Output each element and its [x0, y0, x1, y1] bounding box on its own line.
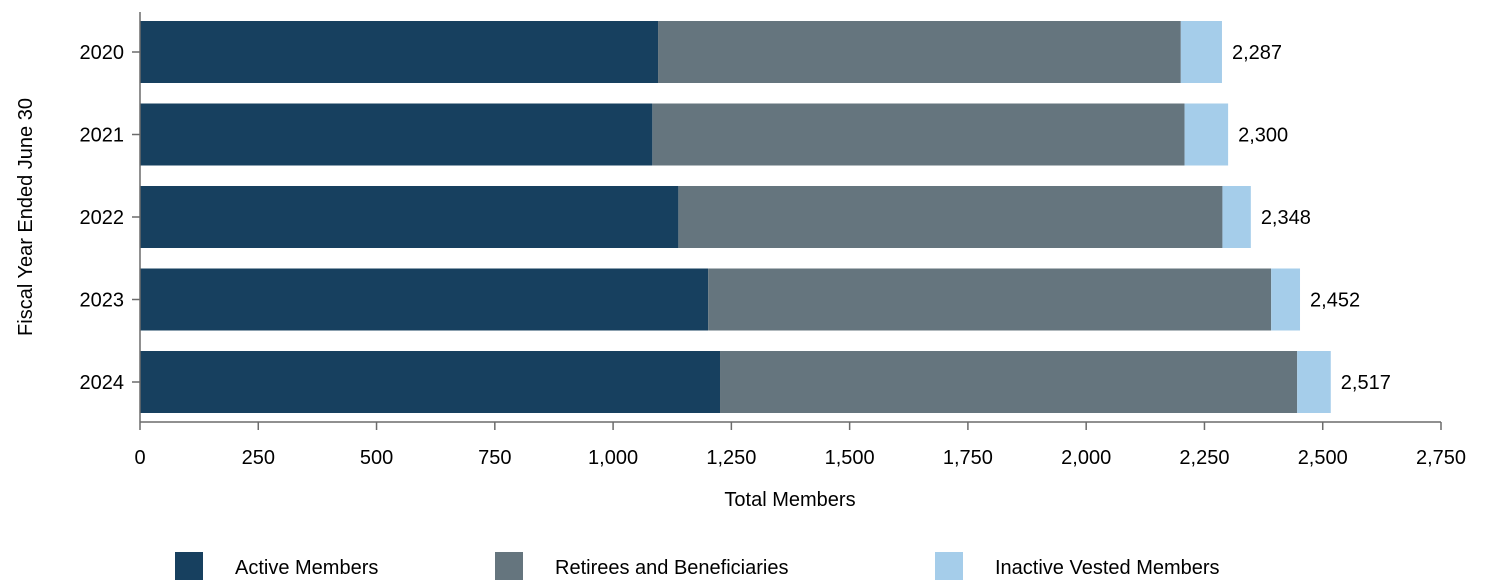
total-labels-group: 2,287 2,300 2,348 2,452 2,517: [1232, 42, 1391, 394]
y-tick-label-2023: 2023: [80, 290, 125, 312]
bar-2020-series-2: [1180, 21, 1222, 83]
x-tick-label-750: 750: [478, 447, 511, 469]
bar-2023-series-2: [1271, 268, 1301, 331]
bar-2022-series-1: [678, 186, 1223, 248]
bar-2022-series-2: [1222, 186, 1251, 248]
bar-2024-series-0: [140, 351, 721, 413]
x-tick-label-1250: 1,250: [706, 447, 756, 469]
bars-group: [140, 21, 1331, 413]
legend-swatch-2: [935, 552, 963, 580]
legend-label-1: Retirees and Beneficiaries: [555, 557, 788, 579]
x-tick-label-0: 0: [134, 447, 145, 469]
y-tick-label-2021: 2021: [80, 125, 125, 147]
bar-2024-series-1: [720, 351, 1298, 413]
bar-2024-series-2: [1297, 351, 1331, 413]
x-tick-label-500: 500: [360, 447, 393, 469]
bar-2020-series-1: [658, 21, 1181, 83]
y-axis: 2020 2021 2022 2023 2024: [80, 12, 141, 422]
x-tick-label-2500: 2,500: [1298, 447, 1348, 469]
bar-2020-series-0: [140, 21, 659, 83]
x-tick-label-1750: 1,750: [943, 447, 993, 469]
bar-2021-series-2: [1184, 103, 1229, 166]
bar-2021-series-1: [652, 103, 1185, 166]
legend-swatch-0: [175, 552, 203, 580]
y-tick-label-2020: 2020: [80, 42, 125, 64]
x-tick-label-2250: 2,250: [1179, 447, 1229, 469]
x-tick-label-2000: 2,000: [1061, 447, 1111, 469]
total-label-2020: 2,287: [1232, 42, 1282, 64]
x-axis: 0 250 500 750 1,000 1,250 1,500 1,750 2,000 2,250…: [134, 421, 1466, 469]
x-tick-label-250: 250: [242, 447, 275, 469]
x-axis-title: Total Members: [724, 489, 855, 511]
bar-2023-series-0: [140, 268, 709, 331]
legend-label-0: Active Members: [235, 557, 378, 579]
total-label-2021: 2,300: [1238, 125, 1288, 147]
x-tick-label-1000: 1,000: [588, 447, 638, 469]
legend: Active Members Retirees and Beneficiaries…: [175, 552, 1220, 580]
total-label-2024: 2,517: [1341, 372, 1391, 394]
x-tick-label-2750: 2,750: [1416, 447, 1466, 469]
legend-label-2: Inactive Vested Members: [995, 557, 1220, 579]
x-tick-label-1500: 1,500: [825, 447, 875, 469]
y-axis-title: Fiscal Year Ended June 30: [15, 98, 37, 336]
total-label-2023: 2,452: [1310, 290, 1360, 312]
y-tick-label-2024: 2024: [80, 372, 125, 394]
legend-swatch-1: [495, 552, 523, 580]
bar-2021-series-0: [140, 103, 653, 166]
bar-2023-series-1: [708, 268, 1272, 331]
bar-2022-series-0: [140, 186, 679, 248]
total-label-2022: 2,348: [1261, 207, 1311, 229]
y-tick-label-2022: 2022: [80, 207, 125, 229]
